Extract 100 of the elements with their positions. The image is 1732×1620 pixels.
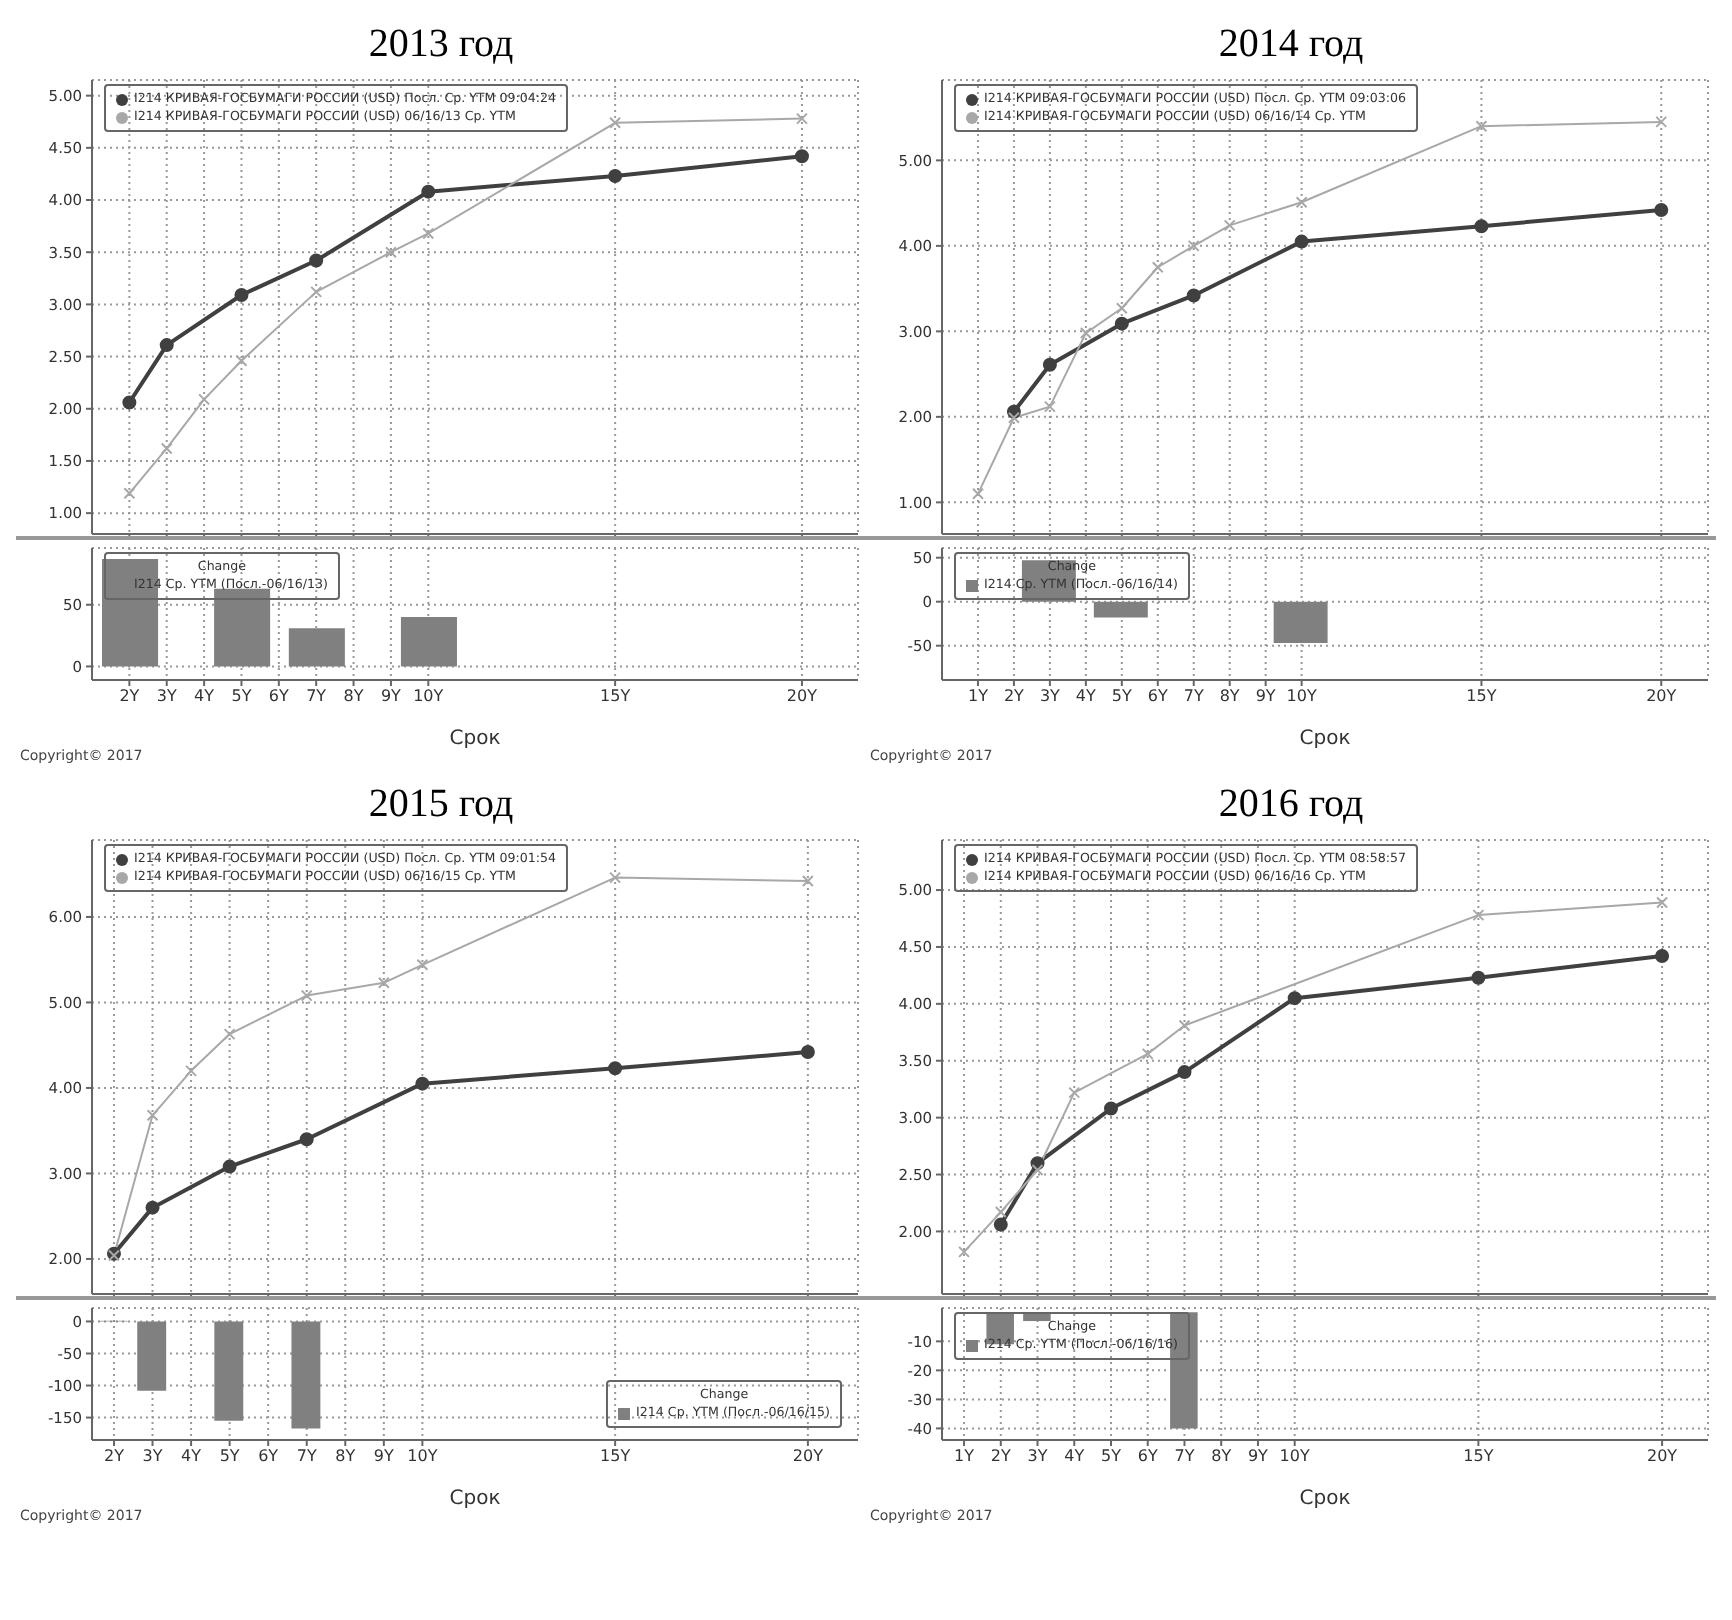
x-tick-label: 20Y <box>1646 687 1677 706</box>
point <box>160 442 173 455</box>
point <box>235 354 248 367</box>
x-tick-label: 2Y <box>1003 687 1025 706</box>
point <box>1141 1047 1154 1060</box>
chart-title: 2015 год <box>366 779 516 829</box>
point <box>421 184 436 199</box>
point <box>609 116 622 129</box>
point <box>608 169 623 184</box>
point <box>1294 234 1309 249</box>
bar <box>214 588 271 667</box>
point <box>1104 1101 1118 1116</box>
point <box>146 1109 159 1122</box>
point <box>801 875 814 888</box>
x-tick-label: 8Y <box>343 687 364 706</box>
point <box>1655 115 1668 128</box>
x-tick-label: 20Y <box>1647 1447 1678 1466</box>
x-tick-label: 20Y <box>792 1447 824 1466</box>
point <box>223 1028 236 1041</box>
x-tick-label: 5Y <box>231 687 252 706</box>
point <box>971 487 984 500</box>
x-axis-title: Срок <box>449 1488 501 1510</box>
point <box>384 246 397 259</box>
x-tick-label: 15Y <box>1466 687 1497 706</box>
point <box>1068 1086 1081 1099</box>
x-tick-label: 6Y <box>258 1447 279 1466</box>
x-tick-label: 7Y <box>296 1447 317 1466</box>
x-tick-label: 1Y <box>954 1447 975 1466</box>
point <box>415 1076 430 1091</box>
point <box>800 1045 815 1060</box>
point <box>1178 1019 1191 1032</box>
x-tick-label: 1Y <box>967 687 989 706</box>
x-tick-label: 6Y <box>268 687 290 706</box>
x-tick-label: 20Y <box>786 687 818 706</box>
bar <box>288 628 345 667</box>
point <box>1186 288 1201 303</box>
point <box>1030 1156 1045 1171</box>
x-tick-label: 3Y <box>1027 1447 1048 1466</box>
point <box>185 1064 198 1077</box>
point <box>416 958 429 971</box>
point <box>795 112 808 125</box>
x-tick-label: 8Y <box>1211 1447 1232 1466</box>
x-tick-label: 9Y <box>380 687 402 706</box>
point <box>1295 196 1308 209</box>
point <box>1042 357 1057 372</box>
point <box>1114 316 1129 331</box>
point <box>1656 896 1669 909</box>
point <box>422 227 435 240</box>
point <box>1079 327 1092 340</box>
x-tick-label: 4Y <box>1075 687 1097 706</box>
point <box>222 1159 237 1174</box>
bar <box>102 559 159 667</box>
x-tick-label: 2Y <box>990 1447 1011 1466</box>
x-tick-label: 5Y <box>1111 687 1133 706</box>
x-axis-title: Срок <box>1299 728 1351 750</box>
point <box>1287 991 1302 1006</box>
x-tick-label: 6Y <box>1147 687 1168 706</box>
x-tick-label: 8Y <box>1219 687 1240 706</box>
point <box>994 1206 1007 1219</box>
point <box>309 253 324 268</box>
point <box>123 487 136 500</box>
point <box>1187 239 1200 252</box>
x-tick-label: 6Y <box>1137 1447 1158 1466</box>
x-tick-label: 4Y <box>181 1447 202 1466</box>
bar <box>400 617 457 667</box>
point <box>377 976 390 989</box>
point <box>1472 909 1485 922</box>
x-tick-label: 5Y <box>1101 1447 1122 1466</box>
point <box>1115 302 1128 315</box>
chart-title: 2016 год <box>1216 779 1366 829</box>
x-tick-label: 9Y <box>1255 687 1276 706</box>
x-tick-label: 2Y <box>103 1447 125 1466</box>
x-tick-label: 4Y <box>194 687 215 706</box>
point <box>1471 970 1486 985</box>
point <box>198 393 211 406</box>
x-tick-label: 9Y <box>1247 1447 1269 1466</box>
point <box>300 989 313 1002</box>
x-tick-label: 10Y <box>407 1447 438 1466</box>
x-axis-title: Срок <box>449 728 501 750</box>
point <box>1043 400 1056 413</box>
x-tick-label: 15Y <box>1463 1447 1494 1466</box>
x-tick-label: 7Y <box>1174 1447 1195 1466</box>
point <box>159 338 174 353</box>
point <box>1474 219 1489 234</box>
x-axis-title: Срок <box>1299 1488 1351 1510</box>
x-tick-label: 15Y <box>600 687 631 706</box>
point <box>1007 411 1020 424</box>
point <box>1031 1163 1044 1176</box>
x-tick-label: 10Y <box>1279 1447 1310 1466</box>
x-tick-label: 7Y <box>306 687 327 706</box>
x-tick-label: 7Y <box>1183 687 1204 706</box>
x-tick-label: 10Y <box>413 687 444 706</box>
point <box>608 1061 623 1076</box>
x-tick-label: 15Y <box>600 1447 631 1466</box>
x-tick-label: 9Y <box>373 1447 395 1466</box>
point <box>993 1217 1008 1232</box>
x-tick-label: 3Y <box>1039 687 1061 706</box>
point <box>1655 949 1670 964</box>
point <box>609 871 622 884</box>
x-tick-label: 2Y <box>119 687 140 706</box>
